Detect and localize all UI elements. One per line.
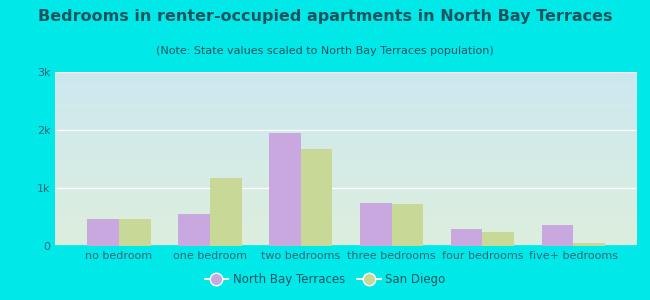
Legend: North Bay Terraces, San Diego: North Bay Terraces, San Diego <box>200 269 450 291</box>
Bar <box>482 232 514 246</box>
Bar <box>87 219 119 246</box>
Bar <box>359 203 391 246</box>
Bar <box>391 204 423 246</box>
Bar <box>301 148 333 246</box>
Bar <box>119 219 151 246</box>
Bar <box>573 243 605 246</box>
Bar <box>210 178 242 246</box>
Bar <box>269 133 301 246</box>
Bar <box>541 224 573 246</box>
Text: Bedrooms in renter-occupied apartments in North Bay Terraces: Bedrooms in renter-occupied apartments i… <box>38 9 612 24</box>
Bar <box>450 229 482 246</box>
Text: (Note: State values scaled to North Bay Terraces population): (Note: State values scaled to North Bay … <box>156 46 494 56</box>
Bar <box>178 214 210 246</box>
